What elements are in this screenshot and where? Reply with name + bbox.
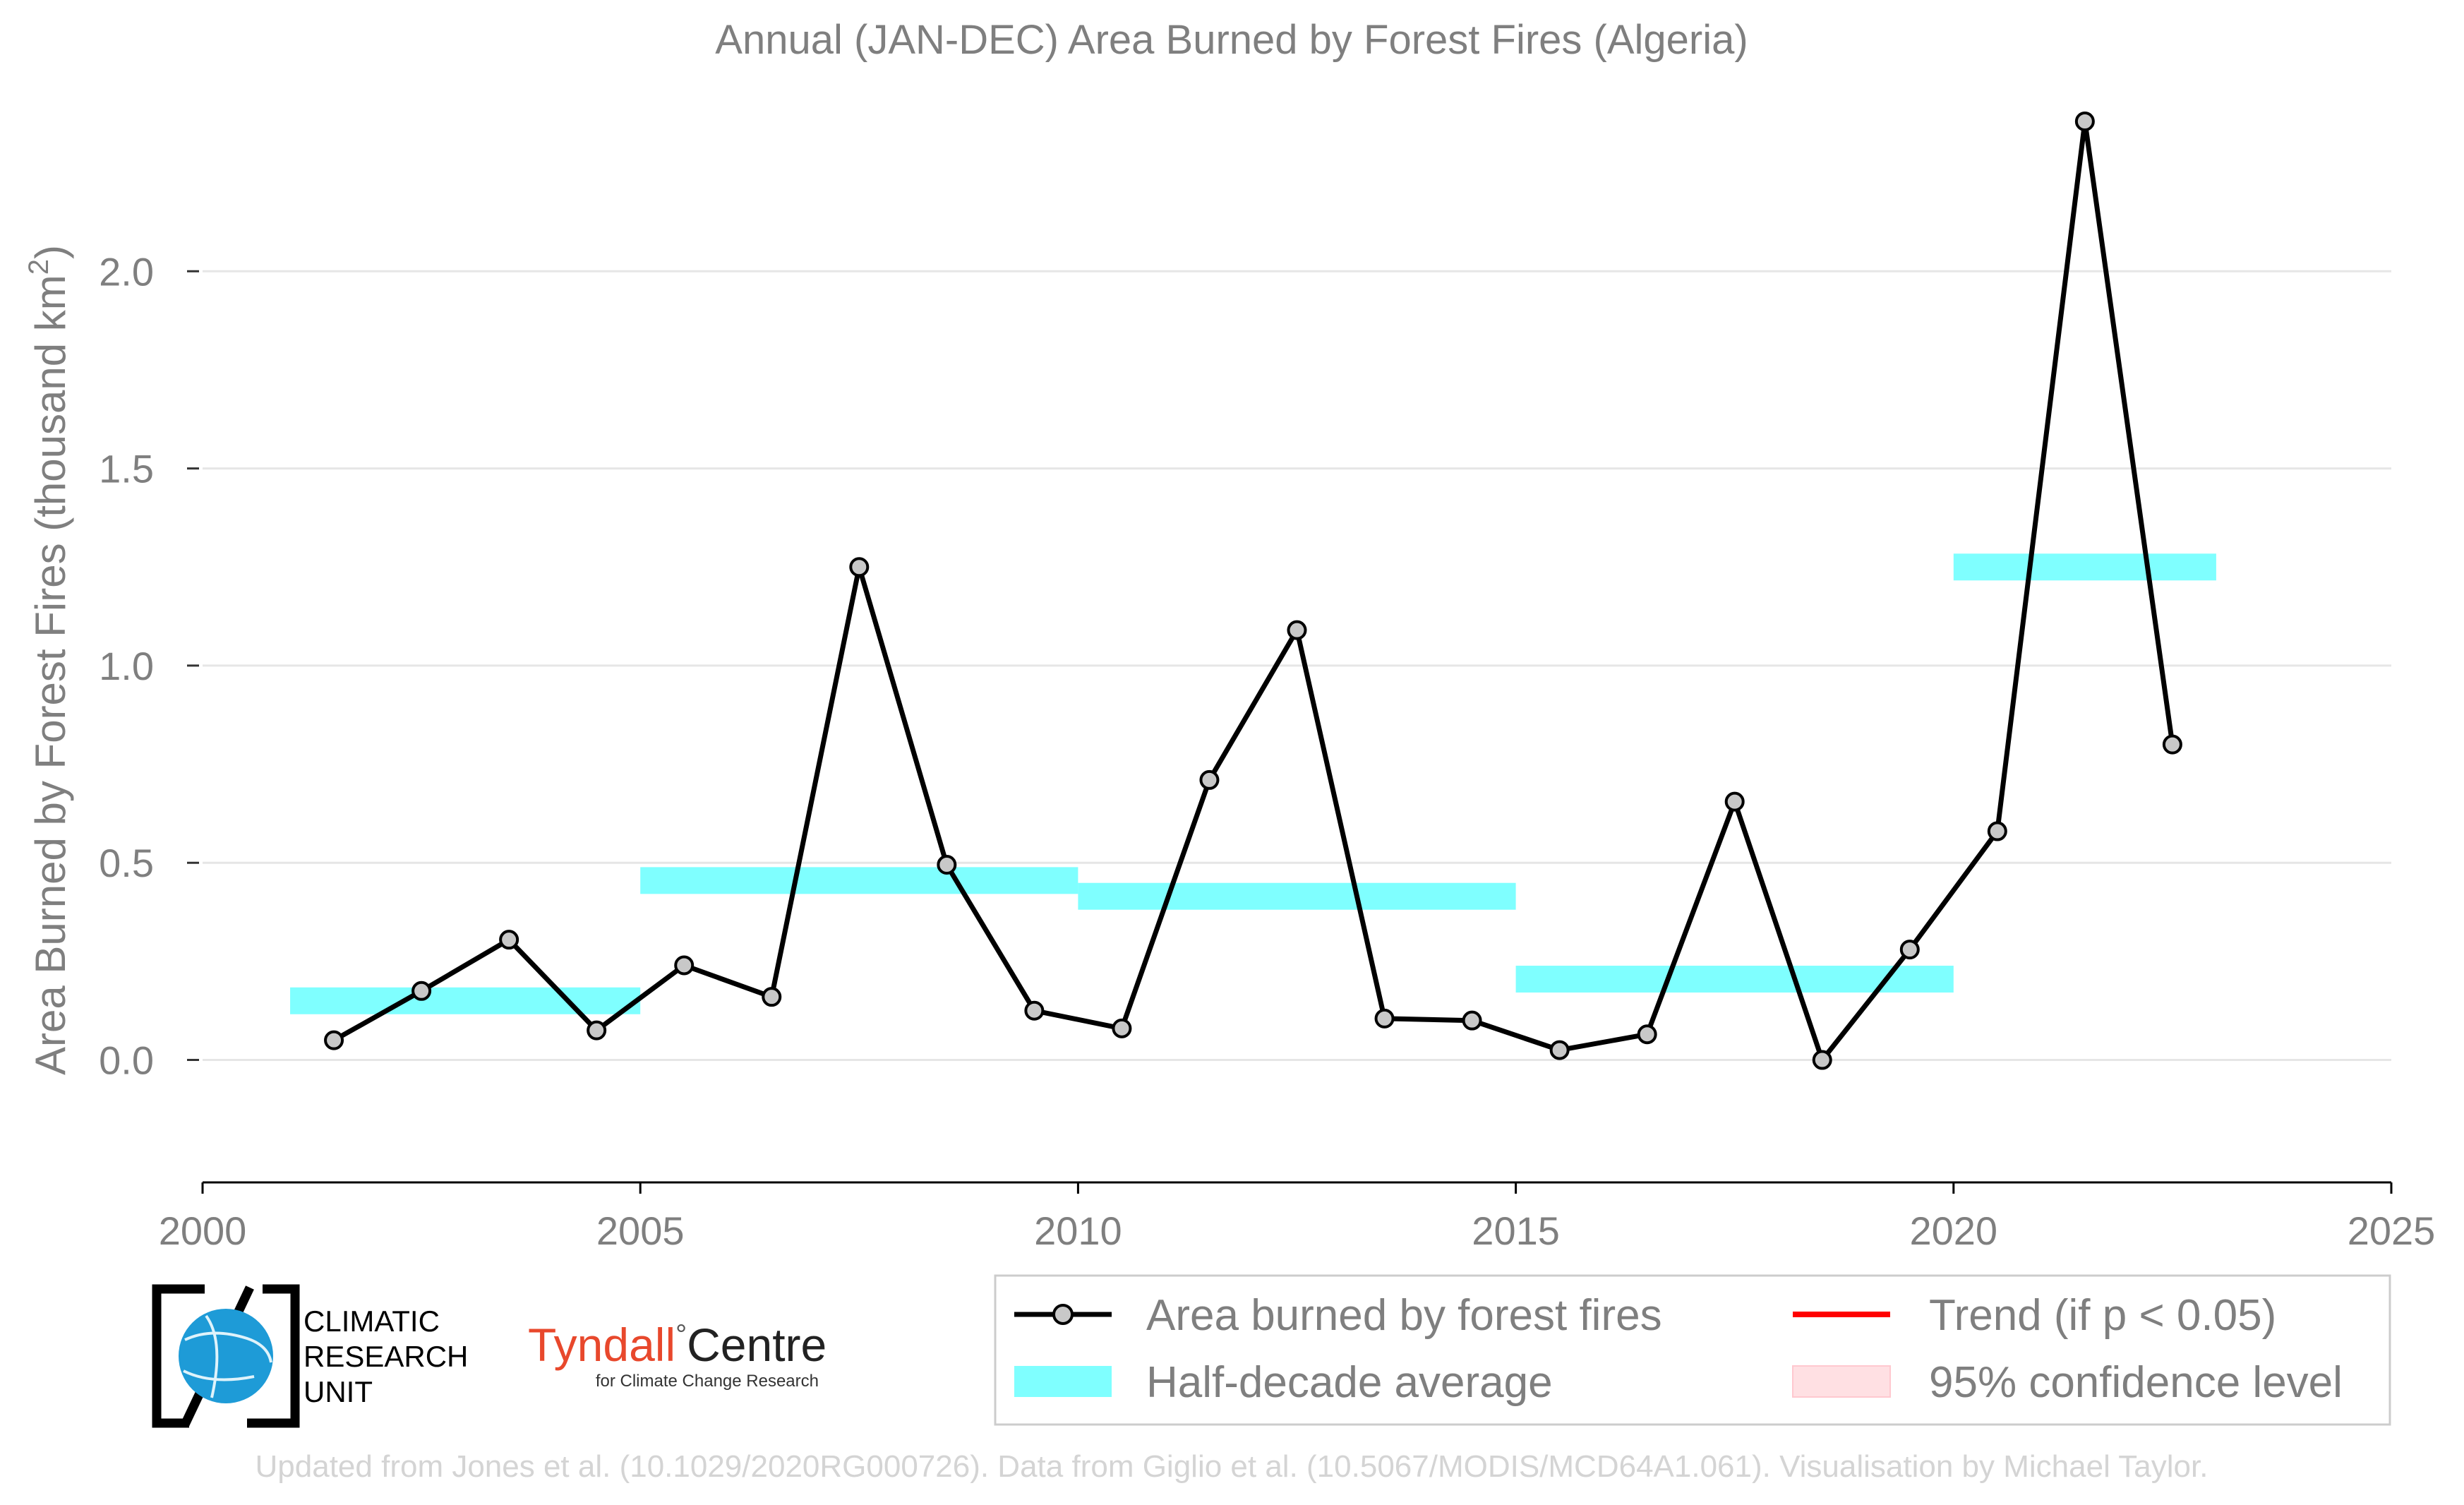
tyndall-subtitle: for Climate Change Research bbox=[596, 1372, 819, 1391]
cru-text-line3: UNIT bbox=[304, 1375, 373, 1408]
legend-item-trend: Trend (if p < 0.05) bbox=[1793, 1291, 2276, 1340]
grid-lines bbox=[203, 270, 2391, 1062]
cru-logo-bracket-left bbox=[152, 1284, 205, 1428]
data-point bbox=[499, 930, 519, 950]
x-axis: 2000 2005 2010 2015 2020 2025 bbox=[159, 1181, 2436, 1253]
data-point bbox=[849, 557, 870, 577]
data-point bbox=[411, 981, 432, 1001]
data-point bbox=[762, 987, 782, 1007]
cru-text-line2: RESEARCH bbox=[304, 1340, 468, 1373]
legend-area-burned-label: Area burned by forest fires bbox=[1146, 1291, 1662, 1340]
data-point bbox=[1199, 769, 1220, 790]
x-tick-label: 2005 bbox=[596, 1209, 685, 1253]
legend-item-confidence: 95% confidence level bbox=[1792, 1358, 2343, 1407]
data-point bbox=[1812, 1050, 1832, 1070]
legend-item-half-decade: Half-decade average bbox=[1014, 1358, 1553, 1407]
legend-item-area-burned: Area burned by forest fires bbox=[1014, 1291, 1662, 1340]
cru-globe-swirl-icon bbox=[183, 1314, 272, 1398]
tyndall-degree: ° bbox=[675, 1319, 687, 1350]
legend: Area burned by forest fires Trend (if p … bbox=[994, 1274, 2391, 1426]
legend-half-decade-label: Half-decade average bbox=[1146, 1358, 1553, 1407]
half-decade-average-band bbox=[290, 987, 641, 1014]
data-point bbox=[1899, 940, 1920, 960]
y-axis-label-superscript: 2 bbox=[23, 259, 54, 275]
area-burned-points bbox=[324, 112, 2182, 1070]
footer-credits: Updated from Jones et al. (10.1029/2020R… bbox=[256, 1449, 2208, 1484]
legend-confidence-label: 95% confidence level bbox=[1929, 1358, 2343, 1407]
tyndall-name: Tyndall bbox=[528, 1319, 675, 1371]
data-point bbox=[1462, 1010, 1482, 1031]
y-tick-label: 2.0 bbox=[99, 249, 154, 294]
x-tick-label: 2010 bbox=[1034, 1209, 1122, 1253]
half-decade-average-band bbox=[1078, 882, 1516, 910]
data-point bbox=[1374, 1008, 1395, 1029]
legend-area-burned-marker-icon bbox=[1052, 1304, 1074, 1325]
y-tick-label: 1.0 bbox=[99, 644, 154, 688]
tyndall-logo-title: Tyndall°Centre bbox=[528, 1319, 827, 1371]
data-point bbox=[1112, 1018, 1132, 1038]
cru-logo-bracket-right bbox=[247, 1284, 300, 1428]
x-tick-label: 2020 bbox=[1910, 1209, 1998, 1253]
y-tick-label: 1.5 bbox=[99, 447, 154, 491]
legend-box bbox=[994, 1274, 2391, 1426]
data-point bbox=[324, 1030, 344, 1050]
half-decade-average-band bbox=[640, 867, 1078, 894]
cru-text-line1: CLIMATIC bbox=[304, 1305, 440, 1338]
data-point bbox=[1724, 791, 1745, 812]
legend-half-decade-swatch-icon bbox=[1014, 1366, 1112, 1397]
legend-trend-label: Trend (if p < 0.05) bbox=[1929, 1291, 2276, 1340]
data-point bbox=[2162, 734, 2182, 755]
area-burned-series bbox=[332, 119, 2175, 1063]
y-axis-label-close: ) bbox=[27, 245, 74, 259]
data-point bbox=[1637, 1024, 1657, 1045]
x-tick-label: 2000 bbox=[159, 1209, 247, 1253]
cru-globe-icon bbox=[179, 1309, 273, 1403]
data-point bbox=[1987, 821, 2007, 841]
data-point bbox=[1024, 1000, 1045, 1021]
tyndall-centre: Centre bbox=[687, 1319, 827, 1371]
chart-title: Annual (JAN-DEC) Area Burned by Forest F… bbox=[715, 17, 1748, 63]
data-point bbox=[937, 855, 957, 875]
y-axis-label: Area Burned by Forest Fires (thousand km… bbox=[23, 245, 74, 1075]
half-decade-average-bands bbox=[290, 553, 2216, 1014]
x-tick-label: 2015 bbox=[1472, 1209, 1560, 1253]
y-axis-label-main: Area Burned by Forest Fires (thousand km bbox=[27, 275, 74, 1075]
area-burned-line bbox=[332, 119, 2175, 1063]
half-decade-average-band bbox=[1953, 553, 2216, 581]
legend-confidence-swatch-icon bbox=[1792, 1365, 1891, 1398]
y-tick-label: 0.0 bbox=[99, 1038, 154, 1083]
x-tick-label: 2025 bbox=[2348, 1209, 2436, 1253]
data-point bbox=[2074, 112, 2095, 131]
y-axis: 0.0 0.5 1.0 1.5 2.0 bbox=[99, 249, 199, 1083]
y-tick-label: 0.5 bbox=[99, 841, 154, 885]
data-point bbox=[1549, 1040, 1570, 1060]
cru-logo: CLIMATIC RESEARCH UNIT bbox=[152, 1284, 468, 1428]
data-point bbox=[674, 955, 695, 976]
tyndall-logo: Tyndall°Centre for Climate Change Resear… bbox=[528, 1319, 827, 1391]
data-point bbox=[587, 1020, 607, 1041]
data-point bbox=[1287, 620, 1307, 640]
